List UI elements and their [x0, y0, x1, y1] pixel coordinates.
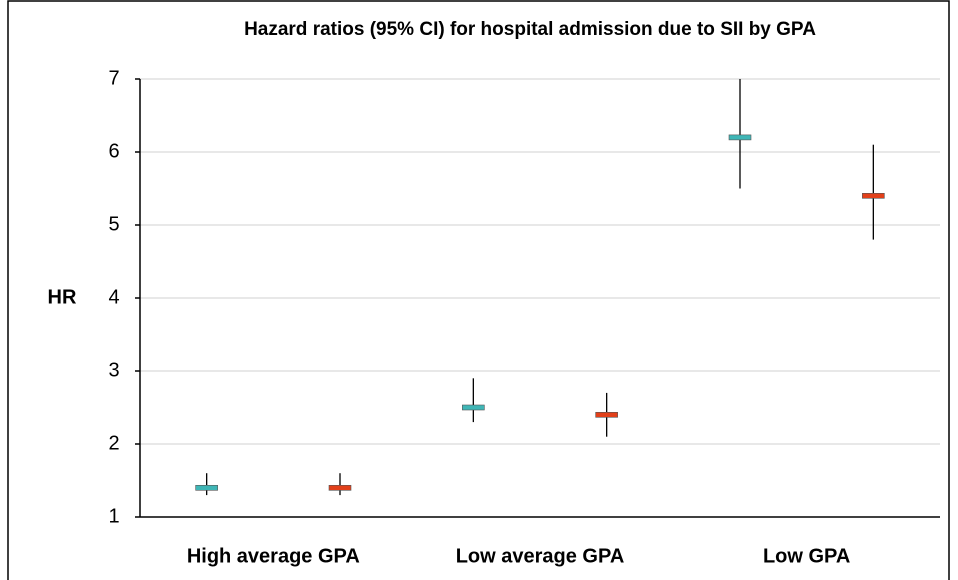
- chart-border: [7, 0, 950, 580]
- y-tick-label: 1: [108, 505, 119, 527]
- x-tick-label: Low average GPA: [456, 545, 625, 567]
- y-tick-label: 6: [108, 140, 119, 162]
- x-tick-label: Low GPA: [763, 545, 850, 567]
- y-tick-label: 3: [108, 359, 119, 381]
- point-marker: [195, 484, 218, 491]
- point-marker: [328, 484, 352, 491]
- point-marker: [862, 193, 885, 199]
- point-marker: [462, 404, 485, 411]
- y-tick-label: 5: [108, 213, 119, 235]
- y-tick-label: 2: [108, 432, 119, 454]
- y-axis-label: HR: [48, 286, 77, 308]
- y-tick-label: 4: [108, 286, 119, 308]
- point-marker: [595, 411, 618, 418]
- point-marker: [728, 134, 752, 141]
- chart-title: Hazard ratios (95% CI) for hospital admi…: [244, 19, 816, 40]
- x-tick-label: High average GPA: [187, 545, 360, 567]
- y-tick-label: 7: [108, 67, 119, 89]
